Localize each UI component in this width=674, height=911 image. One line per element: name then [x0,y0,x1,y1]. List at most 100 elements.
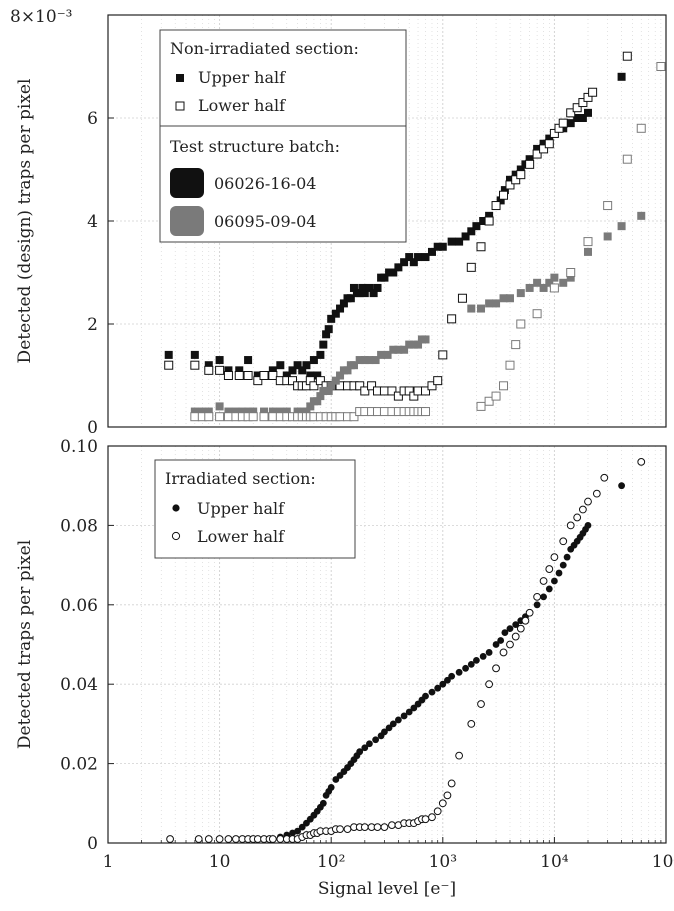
data-point [373,283,382,292]
data-point [389,345,398,354]
data-point [455,237,464,246]
data-point [433,807,442,816]
data-point [545,585,553,593]
data-point [190,350,199,359]
data-point [559,561,567,569]
y-tick-label: 0.06 [60,596,98,616]
data-point [511,340,521,350]
x-tick-label: 10 [209,852,231,872]
data-point [467,304,476,313]
data-point [349,283,358,292]
data-point [566,521,575,530]
y-exponent-label: 8×10⁻³ [10,7,72,27]
data-point [516,165,525,174]
y-tick-label: 2 [87,315,98,335]
data-point [566,108,576,118]
data-point [324,386,333,395]
data-point [409,258,418,267]
data-point [558,118,568,128]
data-point [491,201,501,211]
data-point [164,360,174,370]
legend-label-upper: Upper half [198,68,286,87]
data-point [479,217,488,225]
data-point [394,263,403,272]
data-point [592,489,601,498]
data-point [484,216,494,226]
data-point [479,653,487,660]
data-point [545,565,554,573]
data-point [559,278,568,287]
data-point [306,402,315,411]
y-tick-label: 0 [87,418,98,438]
data-point [511,170,520,179]
data-point [584,497,592,506]
data-point [293,407,302,416]
data-point [525,608,534,617]
data-point [566,119,575,128]
data-point [511,175,521,185]
data-point [215,835,224,843]
data-point [467,720,476,728]
data-point [563,553,571,561]
data-point [385,268,394,277]
data-point [204,412,214,422]
data-point [583,247,592,256]
legend-batch-swatch [170,206,204,236]
data-point [588,87,598,97]
data-point [298,366,307,375]
data-point [190,412,200,422]
data-point [204,407,213,416]
data-point [276,407,285,416]
data-point [539,139,548,148]
data-point [388,821,396,830]
data-point [544,139,554,149]
data-point [428,688,436,696]
data-point [243,371,253,380]
data-point [438,350,448,360]
data-point [438,242,447,251]
data-point [622,51,632,61]
data-point [499,648,508,657]
data-point [539,144,549,154]
x-tick-label: 1 [103,852,114,872]
legend-batch-label: 06095-09-04 [214,212,316,231]
data-point [204,365,214,375]
data-point [293,361,302,370]
data-point [365,356,374,365]
data-point [335,412,345,422]
data-point [505,360,515,370]
data-point [421,335,430,344]
data-point [427,381,437,391]
data-point [394,716,402,724]
data-point [603,232,612,241]
data-point [365,283,374,292]
data-point [427,247,436,256]
data-point [525,159,535,169]
data-point [533,278,542,287]
data-point [327,381,336,390]
data-point [387,386,397,396]
data-point [204,361,213,370]
data-point [443,791,452,800]
data-points [164,51,666,422]
legend-marker-filled-circle [172,504,180,512]
data-point [302,361,311,370]
data-point [438,799,447,808]
data-point [532,309,542,319]
data-point [551,577,558,585]
series [190,62,666,422]
data-point [573,513,582,522]
data-point [466,262,476,272]
data-point [414,253,423,262]
data-point [404,386,414,396]
data-point [428,813,436,822]
data-point [516,624,525,633]
data-point [455,751,464,760]
data-point [485,211,494,220]
legend-batch-title: Test structure batch: [170,137,340,156]
data-point [282,407,291,416]
data-point [512,621,520,629]
y-tick-label: 0.08 [60,516,98,536]
data-point [224,366,233,375]
data-point [550,273,559,282]
